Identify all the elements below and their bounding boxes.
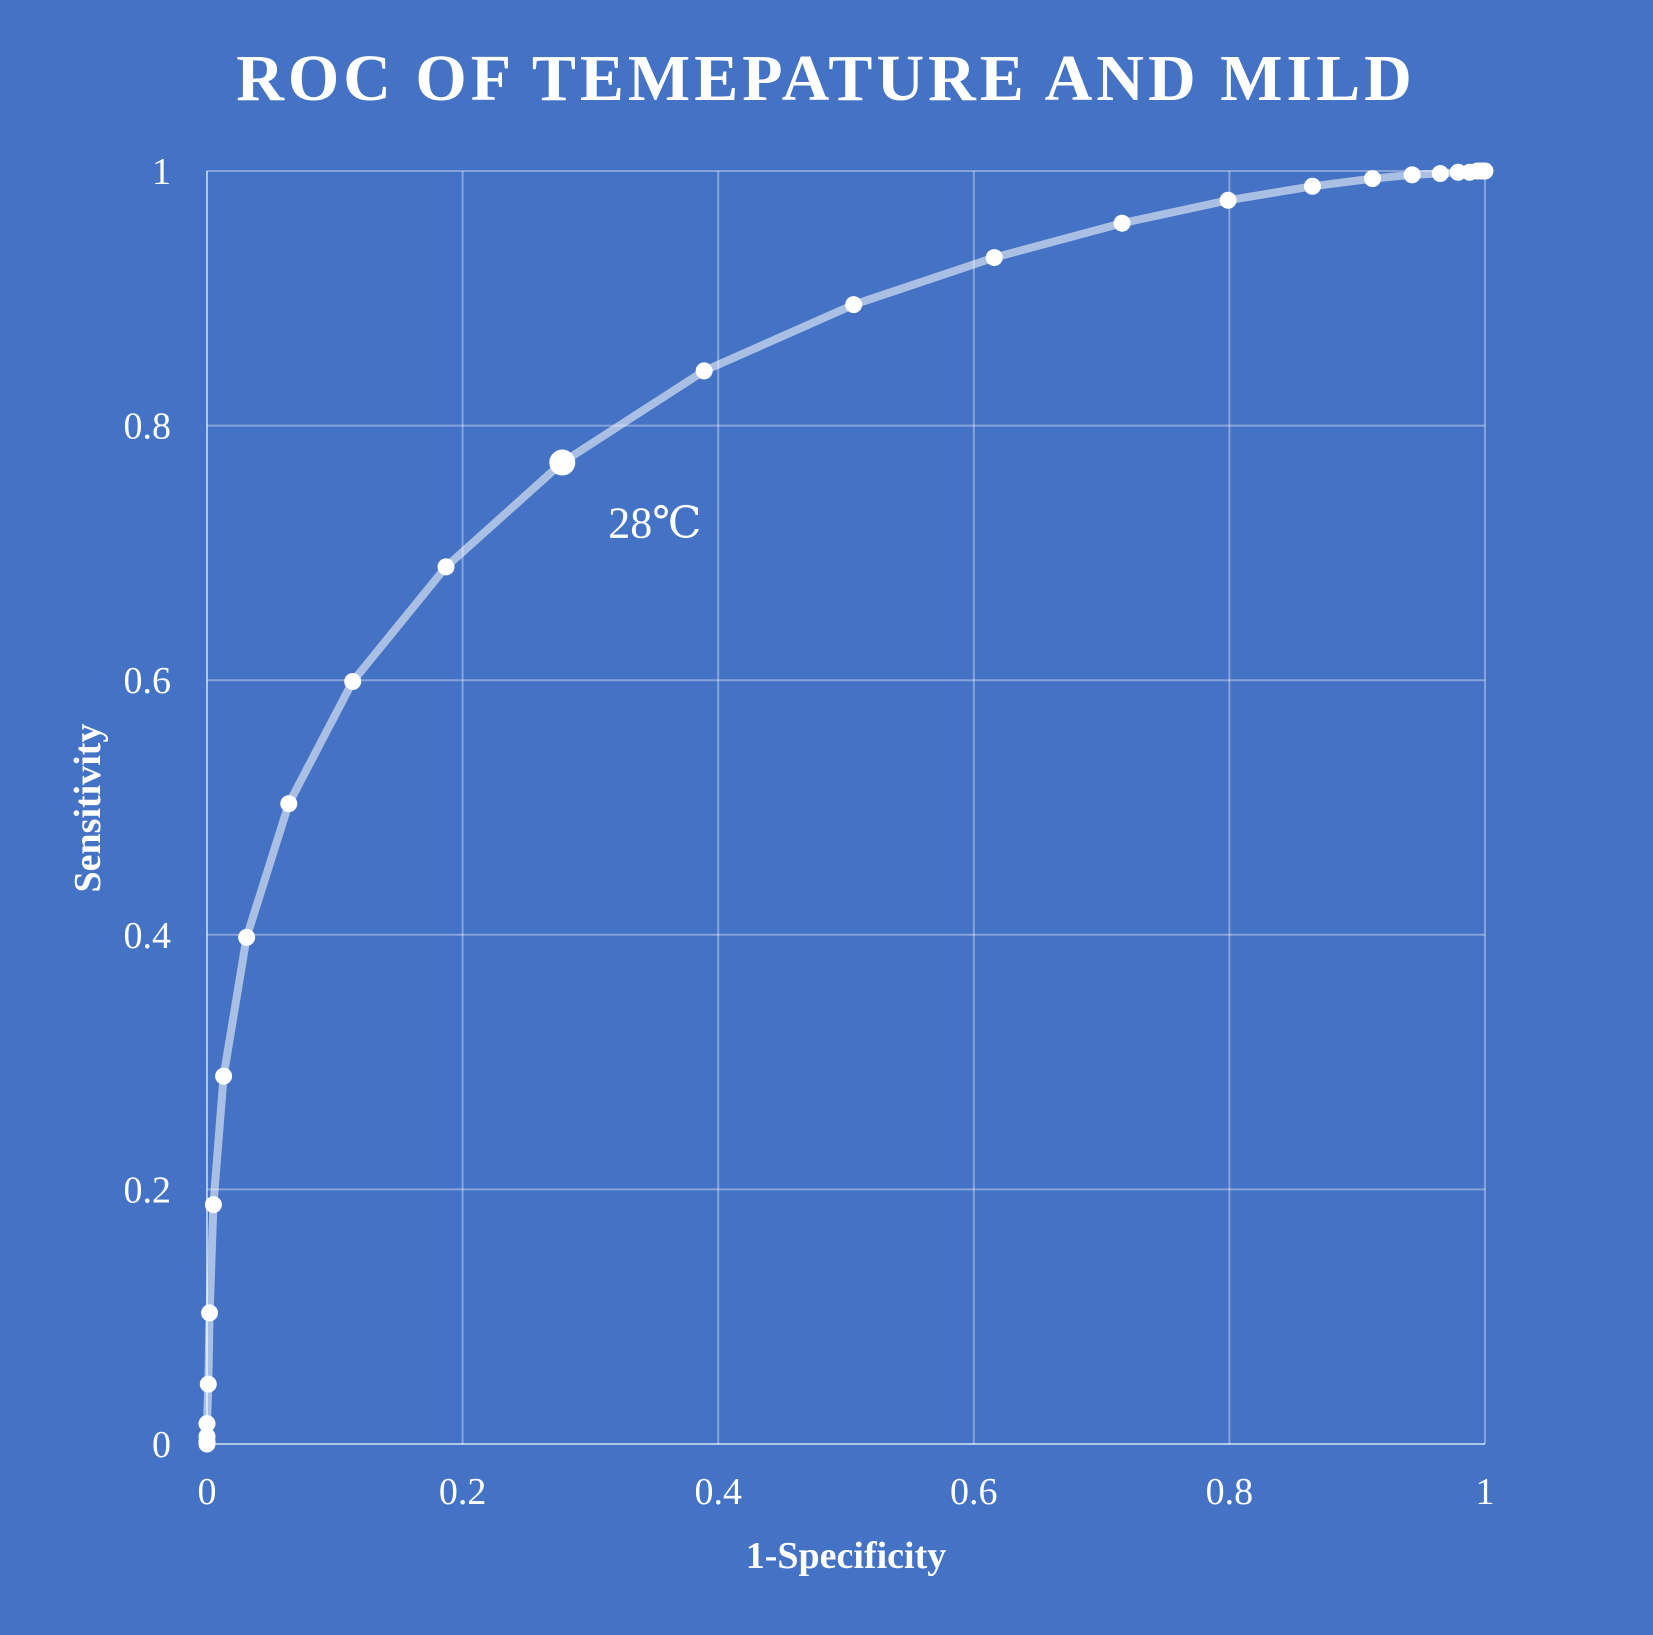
x-tick-label: 1 xyxy=(1476,1471,1495,1513)
roc-point xyxy=(280,795,298,813)
grid-layer xyxy=(206,170,1486,1445)
roc-point xyxy=(1476,162,1494,180)
y-tick-label: 0.6 xyxy=(124,660,172,702)
roc-point xyxy=(437,558,455,576)
y-tick-label: 0.8 xyxy=(124,406,172,448)
roc-point xyxy=(198,1415,216,1433)
chart-title: ROC OF TEMEPATURE AND MILD xyxy=(236,42,1416,115)
y-tick-label: 1 xyxy=(152,151,171,193)
roc-point xyxy=(1219,191,1237,209)
series-layer xyxy=(198,162,1494,1453)
roc-point xyxy=(201,1304,219,1322)
roc-curve-line xyxy=(203,167,1489,1448)
roc-point xyxy=(695,362,713,380)
roc-point xyxy=(985,249,1003,267)
tick-labels: 0 0.2 0.4 0.6 0.8 1 0 0.2 0.4 0.6 0.8 1 xyxy=(124,151,1495,1513)
x-tick-label: 0.2 xyxy=(439,1471,487,1513)
roc-point xyxy=(238,928,256,946)
y-axis-title: Sensitivity xyxy=(67,724,109,893)
roc-point xyxy=(204,1196,222,1214)
threshold-annotation: 28℃ xyxy=(608,499,701,548)
roc-point xyxy=(344,672,362,690)
roc-point xyxy=(1113,214,1131,232)
x-tick-label: 0.8 xyxy=(1206,1471,1254,1513)
highlight-point xyxy=(549,449,576,476)
roc-point xyxy=(1403,166,1421,184)
roc-point xyxy=(1431,165,1449,183)
x-axis-title: 1-Specificity xyxy=(746,1535,947,1577)
y-tick-label: 0.4 xyxy=(124,915,172,957)
roc-point xyxy=(215,1067,233,1085)
x-tick-label: 0 xyxy=(198,1471,217,1513)
y-tick-label: 0.2 xyxy=(124,1169,172,1211)
y-tick-label: 0 xyxy=(152,1424,171,1466)
roc-point xyxy=(1364,170,1382,188)
roc-point xyxy=(199,1375,217,1393)
roc-point xyxy=(1303,177,1321,195)
roc-point xyxy=(845,296,863,314)
x-tick-label: 0.6 xyxy=(950,1471,998,1513)
roc-point xyxy=(198,1427,216,1445)
x-tick-label: 0.4 xyxy=(694,1471,742,1513)
